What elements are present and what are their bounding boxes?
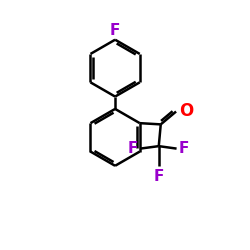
Text: F: F (128, 141, 138, 156)
Text: F: F (110, 23, 120, 38)
Text: F: F (179, 141, 190, 156)
Text: F: F (154, 169, 164, 184)
Text: O: O (179, 102, 193, 120)
